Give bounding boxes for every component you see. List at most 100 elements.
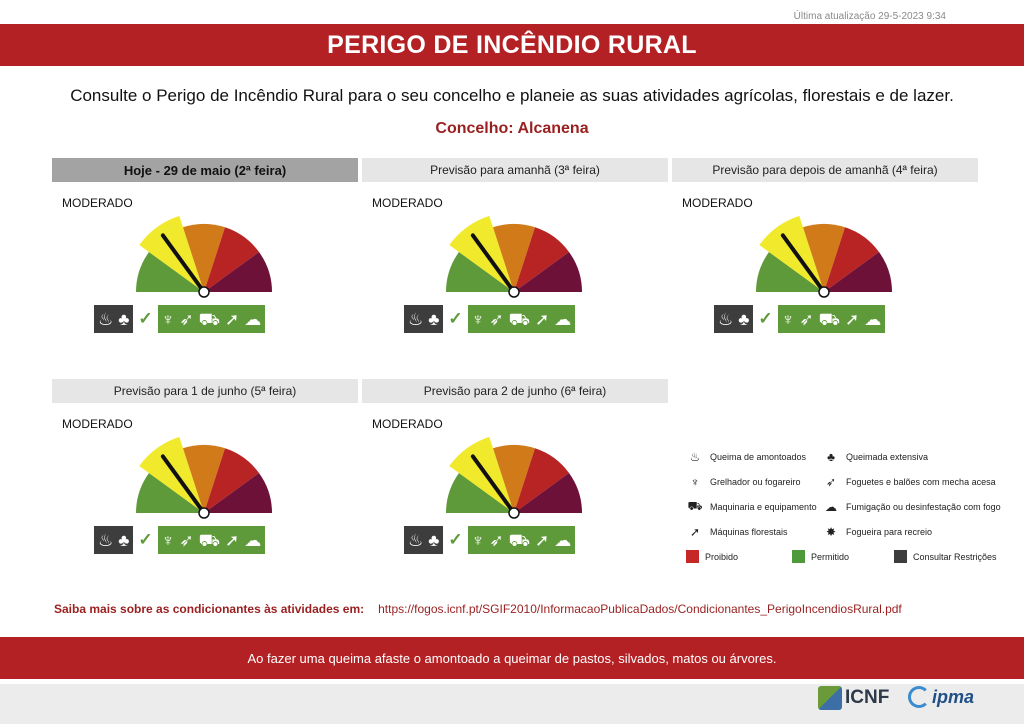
legend-item: ➶ Foguetes e balões com mecha acesa [822, 475, 996, 489]
high-sector [183, 223, 225, 292]
grill-icon: ♆ [690, 474, 700, 489]
reduced-sector [446, 252, 514, 292]
gauge-needle [160, 233, 206, 294]
day-panel-june-2: Previsão para 2 de junho (6ª feira) MODE… [362, 379, 668, 559]
high-sector [803, 223, 845, 292]
activity-icons: ♨ ♣ ✓ ♆ ➶ ⛟ ➚ ☁ [714, 304, 886, 334]
legend-status-restrictions: Consultar Restrições [894, 550, 997, 563]
day-panel-june-1: Previsão para 1 de junho (5ª feira) MODE… [52, 379, 358, 559]
restricted-activities: ♨ ♣ [94, 305, 134, 333]
activity-icons: ♨ ♣ ✓ ♆ ➶ ⛟ ➚ ☁ [94, 304, 266, 334]
machinery-icon: ⛟ [508, 530, 531, 550]
risk-gauge [136, 215, 272, 298]
gauge-needle [470, 454, 516, 515]
logo-bar: ICNF ipma [0, 684, 1024, 724]
reduced-sector [136, 252, 204, 292]
grill-icon: ♆ [471, 309, 485, 329]
risk-level-text: MODERADO [62, 417, 133, 431]
more-info: Saiba mais sobre as condicionantes às at… [54, 602, 902, 616]
fumigation-icon: ☁ [244, 530, 262, 550]
maximum-sector [824, 252, 892, 292]
fumigation-icon: ☁ [554, 309, 572, 329]
day-panel-header: Previsão para depois de amanhã (4ª feira… [672, 158, 978, 182]
rocket-icon: ➶ [489, 530, 504, 550]
machinery-icon: ⛟ [198, 530, 221, 550]
gauge-needle [470, 233, 516, 294]
legend-item: ♨ Queima de amontoados [686, 450, 822, 464]
machinery-icon: ⛟ [508, 309, 531, 329]
rocket-icon: ➶ [825, 474, 837, 489]
prohibited-swatch [686, 550, 699, 563]
campfire-icon: ✸ [825, 524, 837, 539]
reduced-sector [136, 473, 204, 513]
very-high-sector [204, 448, 259, 513]
gauge-hub [508, 507, 520, 519]
risk-level-text: MODERADO [372, 196, 443, 210]
fumigation-icon: ☁ [554, 530, 572, 550]
concelho-label: Concelho: Alcanena [435, 120, 589, 137]
ipma-swirl-icon [908, 686, 930, 708]
conditions-link[interactable]: https://fogos.icnf.pt/SGIF2010/Informaca… [378, 602, 902, 616]
day-panel-after-tomorrow: Previsão para depois de amanhã (4ª feira… [672, 158, 978, 338]
grill-icon: ♆ [471, 530, 485, 550]
extensive-burn-icon: ♣ [118, 530, 130, 550]
check-icon: ✓ [138, 530, 153, 549]
legend-item: ♣ Queimada extensiva [822, 450, 928, 464]
day-panel-header: Previsão para 1 de junho (5ª feira) [52, 379, 358, 403]
grill-icon: ♆ [161, 309, 175, 329]
forestry-machine-icon: ➚ [689, 524, 701, 539]
day-panel-tomorrow: Previsão para amanhã (3ª feira) MODERADO… [362, 158, 668, 338]
restrictions-swatch [894, 550, 907, 563]
legend-item: ☁ Fumigação ou desinfestação com fogo [822, 500, 1001, 514]
day-panel-header: Previsão para amanhã (3ª feira) [362, 158, 668, 182]
very-high-sector [204, 227, 259, 292]
forestry-machine-icon: ➚ [845, 309, 860, 329]
forestry-machine-icon: ➚ [225, 309, 240, 329]
extensive-burn-icon: ♣ [118, 309, 130, 329]
restricted-activities: ♨ ♣ [714, 305, 754, 333]
activity-icons: ♨ ♣ ✓ ♆ ➶ ⛟ ➚ ☁ [404, 525, 576, 555]
activity-icons: ♨ ♣ ✓ ♆ ➶ ⛟ ➚ ☁ [404, 304, 576, 334]
risk-gauge [756, 215, 892, 298]
gauge-needle [780, 233, 826, 294]
fumigation-icon: ☁ [864, 309, 882, 329]
forestry-machine-icon: ➚ [535, 309, 550, 329]
high-sector [493, 223, 535, 292]
grill-icon: ♆ [781, 309, 795, 329]
risk-level-text: MODERADO [62, 196, 133, 210]
reduced-sector [446, 473, 514, 513]
maximum-sector [514, 252, 582, 292]
extensive-burn-icon: ♣ [738, 309, 750, 329]
high-sector [183, 444, 225, 513]
legend-status-allowed: Permitido [792, 550, 894, 563]
icnf-logo: ICNF [818, 686, 889, 710]
extensive-burn-icon: ♣ [827, 449, 835, 464]
forestry-machine-icon: ➚ [535, 530, 550, 550]
burn-pile-icon: ♨ [98, 530, 114, 550]
footer-message: Ao fazer uma queima afaste o amontoado a… [0, 637, 1024, 679]
ipma-logo: ipma [908, 686, 974, 708]
gauge-needle [160, 454, 206, 515]
activity-icons: ♨ ♣ ✓ ♆ ➶ ⛟ ➚ ☁ [94, 525, 266, 555]
gauge-hub [818, 286, 830, 298]
allowed-activities: ♆ ➶ ⛟ ➚ ☁ [467, 305, 576, 333]
allowed-activities: ♆ ➶ ⛟ ➚ ☁ [157, 305, 266, 333]
legend-item: ➚ Máquinas florestais [686, 525, 822, 539]
fumigation-icon: ☁ [244, 309, 262, 329]
allowed-swatch [792, 550, 805, 563]
rocket-icon: ➶ [799, 309, 814, 329]
legend-item: ✸ Fogueira para recreio [822, 525, 932, 539]
risk-gauge [446, 215, 582, 298]
check-icon: ✓ [138, 309, 153, 328]
activity-legend: ♨ Queima de amontoados ♣ Queimada extensiv… [686, 444, 1006, 569]
check-icon: ✓ [448, 530, 463, 549]
very-high-sector [824, 227, 879, 292]
rocket-icon: ➶ [489, 309, 504, 329]
rocket-icon: ➶ [179, 309, 194, 329]
allowed-activities: ♆ ➶ ⛟ ➚ ☁ [157, 526, 266, 554]
very-high-sector [514, 227, 569, 292]
risk-gauge [136, 436, 272, 519]
burn-pile-icon: ♨ [408, 530, 424, 550]
grill-icon: ♆ [161, 530, 175, 550]
more-info-label: Saiba mais sobre as condicionantes às at… [54, 602, 365, 616]
